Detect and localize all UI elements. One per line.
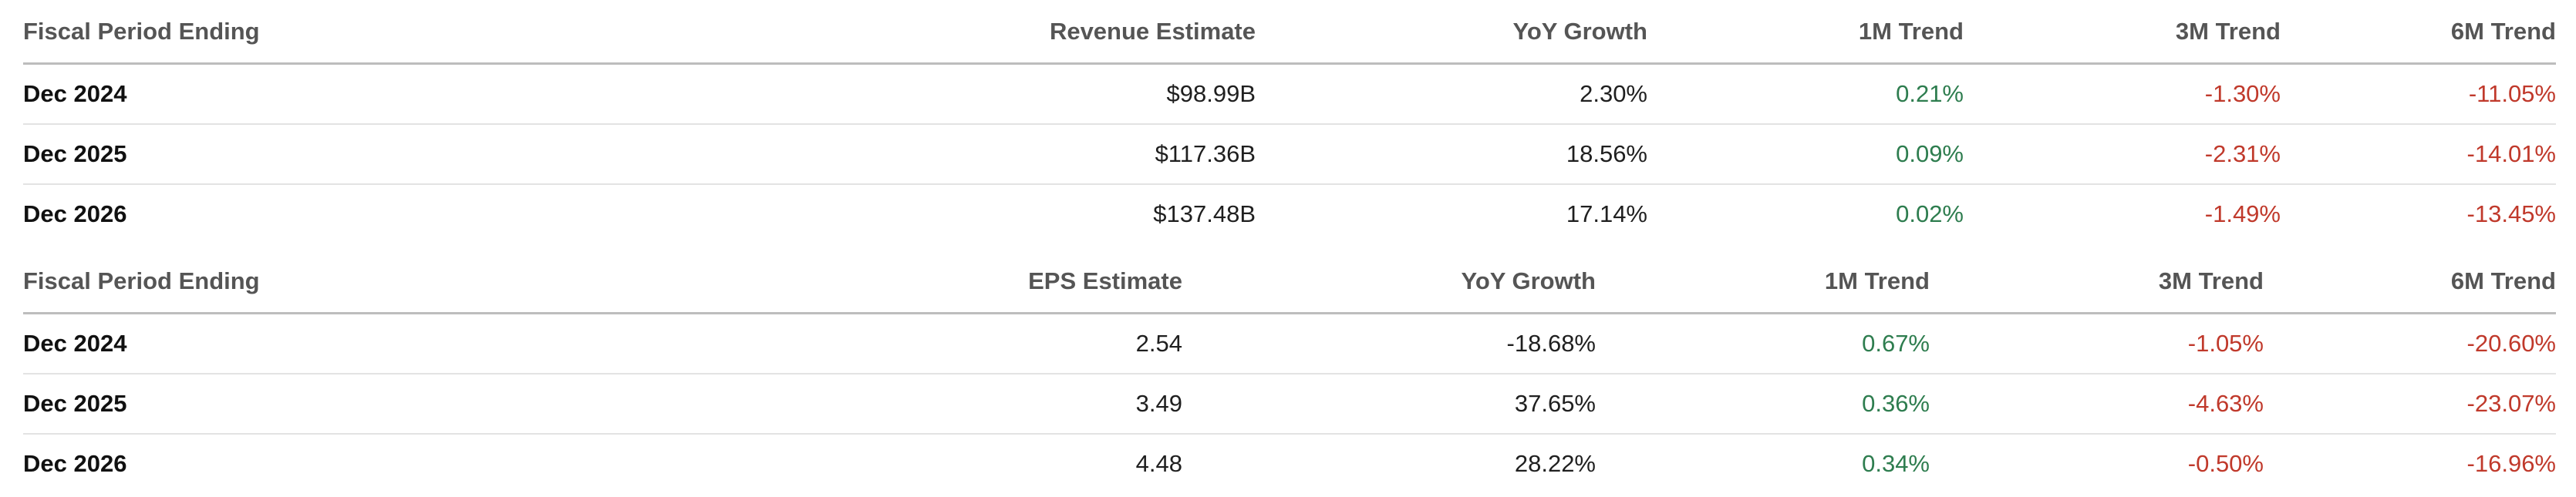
table-row: Dec 2025 3.49 37.65% 0.36% -4.63% -23.07…: [23, 374, 2556, 435]
eps-estimate-cell: 2.54: [424, 313, 1182, 374]
trend-1m-cell: 0.21%: [1647, 63, 1964, 125]
yoy-growth-cell: 17.14%: [1566, 200, 1647, 227]
table-row: Dec 2024 2.54 -18.68% 0.67% -1.05% -20.6…: [23, 313, 2556, 374]
trend-3m-cell: -1.05%: [1930, 313, 2264, 374]
period-cell: Dec 2026: [23, 200, 127, 227]
period-cell: Dec 2024: [23, 63, 424, 125]
table-spacer: [23, 243, 2556, 250]
header-yoy-growth[interactable]: YoY Growth: [1256, 0, 1647, 65]
trend-1m-cell: 0.36%: [1596, 374, 1930, 435]
period-cell: Dec 2026: [23, 450, 127, 477]
table-row: Dec 2024 $98.99B 2.30% 0.21% -1.30% -11.…: [23, 63, 2556, 125]
header-yoy-growth[interactable]: YoY Growth: [1182, 250, 1596, 314]
yoy-growth-cell: 2.30%: [1256, 63, 1647, 125]
trend-3m-cell: -1.49%: [2204, 200, 2281, 227]
revenue-estimate-cell: $98.99B: [424, 63, 1256, 125]
header-eps-estimate[interactable]: EPS Estimate: [424, 250, 1182, 314]
trend-3m-cell: -0.50%: [2187, 450, 2264, 477]
trend-6m-cell: -11.05%: [2281, 63, 2556, 125]
header-6m-trend[interactable]: 6M Trend: [2281, 0, 2556, 65]
trend-6m-cell: -16.96%: [2466, 450, 2556, 477]
header-revenue-estimate[interactable]: Revenue Estimate: [424, 0, 1256, 65]
trend-1m-cell: 0.02%: [1896, 200, 1964, 227]
table-row: Dec 2025 $117.36B 18.56% 0.09% -2.31% -1…: [23, 124, 2556, 185]
trend-6m-cell: -20.60%: [2264, 313, 2556, 374]
header-3m-trend[interactable]: 3M Trend: [1930, 250, 2264, 314]
trend-3m-cell: -2.31%: [1964, 124, 2281, 185]
period-cell: Dec 2025: [23, 124, 424, 185]
trend-6m-cell: -14.01%: [2281, 124, 2556, 185]
period-cell: Dec 2025: [23, 374, 424, 435]
yoy-growth-cell: -18.68%: [1182, 313, 1596, 374]
trend-6m-cell: -23.07%: [2264, 374, 2556, 435]
revenue-estimate-cell: $117.36B: [424, 124, 1256, 185]
revenue-estimate-cell: $137.48B: [1153, 200, 1256, 227]
header-fiscal-period[interactable]: Fiscal Period Ending: [23, 250, 424, 314]
header-6m-trend[interactable]: 6M Trend: [2264, 250, 2556, 314]
yoy-growth-cell: 18.56%: [1256, 124, 1647, 185]
header-1m-trend[interactable]: 1M Trend: [1596, 250, 1930, 314]
header-1m-trend[interactable]: 1M Trend: [1647, 0, 1964, 65]
trend-1m-cell: 0.09%: [1647, 124, 1964, 185]
trend-1m-cell: 0.34%: [1862, 450, 1930, 477]
revenue-header-row: Fiscal Period Ending Revenue Estimate Yo…: [23, 0, 2556, 65]
yoy-growth-cell: 37.65%: [1182, 374, 1596, 435]
eps-header-row: Fiscal Period Ending EPS Estimate YoY Gr…: [23, 250, 2556, 314]
eps-estimate-cell: 4.48: [1135, 450, 1182, 477]
trend-1m-cell: 0.67%: [1596, 313, 1930, 374]
table-row: Dec 2026 $137.48B 17.14% 0.02% -1.49% -1…: [23, 184, 2556, 243]
trend-3m-cell: -1.30%: [1964, 63, 2281, 125]
revenue-estimates-table: Fiscal Period Ending Revenue Estimate Yo…: [23, 0, 2556, 243]
eps-estimate-cell: 3.49: [424, 374, 1182, 435]
period-cell: Dec 2024: [23, 313, 424, 374]
yoy-growth-cell: 28.22%: [1514, 450, 1596, 477]
eps-estimates-table: Fiscal Period Ending EPS Estimate YoY Gr…: [23, 250, 2556, 493]
trend-6m-cell: -13.45%: [2466, 200, 2556, 227]
header-fiscal-period[interactable]: Fiscal Period Ending: [23, 0, 424, 65]
header-3m-trend[interactable]: 3M Trend: [1964, 0, 2281, 65]
trend-3m-cell: -4.63%: [1930, 374, 2264, 435]
table-row: Dec 2026 4.48 28.22% 0.34% -0.50% -16.96…: [23, 434, 2556, 493]
